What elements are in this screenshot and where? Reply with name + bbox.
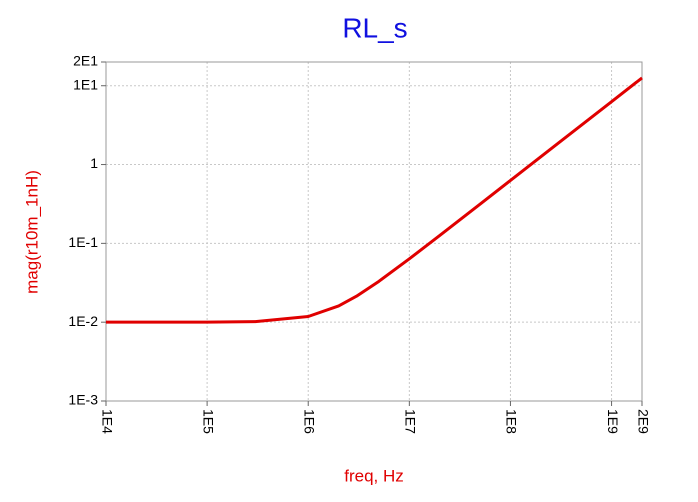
x-tick-label: 1E7 <box>403 409 419 434</box>
y-tick-label: 1 <box>90 155 98 171</box>
y-axis-label: mag(r10m_1nH) <box>22 170 41 294</box>
series-line <box>106 76 643 324</box>
y-tick-label: 1E-3 <box>68 392 98 408</box>
x-tick-label: 1E5 <box>200 409 216 434</box>
y-tick-label: 1E1 <box>73 76 98 92</box>
x-tick-label: 1E8 <box>504 409 520 434</box>
chart-title: RL_s <box>342 12 407 43</box>
x-tick-label: 1E4 <box>99 409 115 434</box>
x-axis-label: freq, Hz <box>344 466 404 485</box>
x-tick-label: 1E9 <box>605 409 621 434</box>
x-tick-label: 1E6 <box>302 409 318 434</box>
plot-frame <box>105 61 643 402</box>
x-tick-label: 2E9 <box>635 409 651 434</box>
y-tick-label: 1E-2 <box>68 313 98 329</box>
grid <box>105 61 643 402</box>
y-tick-label: 1E-1 <box>68 234 98 250</box>
y-tick-label: 2E1 <box>73 53 98 69</box>
